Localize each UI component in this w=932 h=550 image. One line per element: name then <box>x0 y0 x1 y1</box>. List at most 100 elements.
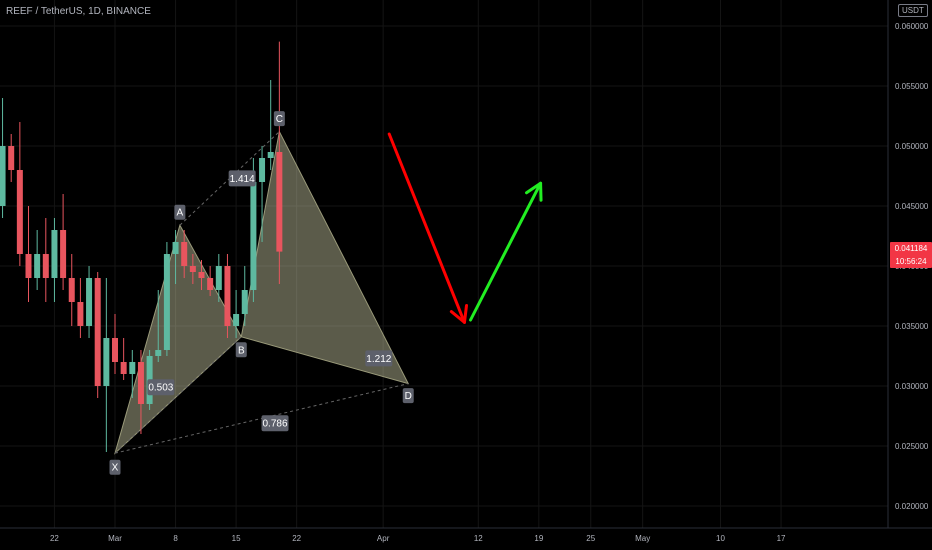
label-box <box>109 459 121 475</box>
candle-body <box>60 230 67 278</box>
arrow-head <box>449 304 468 324</box>
time-tick-label: Mar <box>108 534 122 543</box>
candle <box>276 41 283 284</box>
time-tick-label: 22 <box>50 534 59 543</box>
time-tick-label: 8 <box>173 534 178 543</box>
candle <box>215 254 222 302</box>
candle-body <box>16 170 23 254</box>
bcd-triangle <box>240 130 410 385</box>
candle-body <box>181 242 188 266</box>
candle-body <box>0 146 6 206</box>
candle-body <box>163 254 170 350</box>
time-tick-label: 17 <box>777 534 786 543</box>
label-text: 0.786 <box>263 419 288 430</box>
arrow-up <box>469 181 543 322</box>
arrow-shaft <box>387 132 466 324</box>
candle <box>259 146 266 242</box>
arrow-shaft <box>469 181 543 322</box>
candle-body <box>233 314 240 326</box>
pattern-point-c: C <box>273 111 285 127</box>
price-tick-label: 0.050000 <box>895 142 929 151</box>
pattern-labels[interactable]: X A B C D 1.414 0.503 1.212 0.786 <box>109 111 414 475</box>
time-tick-label: 10 <box>716 534 725 543</box>
candle-body <box>42 254 49 278</box>
price-tick-label: 0.060000 <box>895 22 929 31</box>
label-text: B <box>238 345 245 356</box>
candle <box>267 80 274 170</box>
currency-unit-badge[interactable]: USDT <box>898 4 928 17</box>
candle <box>25 206 32 302</box>
candle <box>51 218 58 302</box>
label-box <box>228 170 256 187</box>
label-box <box>147 379 175 396</box>
price-tick-label: 0.025000 <box>895 442 929 451</box>
price-tick-label: 0.035000 <box>895 322 929 331</box>
candle <box>94 272 101 398</box>
candle <box>198 260 205 290</box>
candle <box>207 266 214 296</box>
candle-body <box>77 302 84 326</box>
ratio-label: 1.212 <box>365 350 393 367</box>
ratio-label: 0.786 <box>261 415 289 432</box>
last-price-badge: 0.041184 10:56:24 <box>890 242 932 268</box>
label-text: X <box>112 463 119 474</box>
pattern-point-x: X <box>109 459 121 475</box>
time-tick-label: 15 <box>232 534 241 543</box>
candle-body <box>172 242 179 254</box>
label-box <box>273 111 285 127</box>
time-tick-label: May <box>635 534 650 543</box>
time-tick-label: 22 <box>292 534 301 543</box>
last-price-value: 0.041184 <box>894 244 928 253</box>
candle <box>16 122 23 266</box>
label-text: C <box>276 114 283 125</box>
candle-body <box>155 350 162 356</box>
candle <box>129 350 136 398</box>
label-text: 1.212 <box>366 354 391 365</box>
candle-body <box>207 278 214 290</box>
candle-body <box>112 338 118 362</box>
candle-body <box>137 362 144 404</box>
candle <box>155 290 162 362</box>
bar-countdown: 10:56:24 <box>895 257 927 266</box>
candle <box>112 314 118 374</box>
ratio-label: 0.503 <box>147 379 175 396</box>
candle-body <box>189 266 196 272</box>
candle <box>68 254 75 326</box>
candle <box>77 278 84 338</box>
label-box <box>365 350 393 367</box>
candle <box>224 254 231 338</box>
candle-body <box>129 362 136 374</box>
trend-arrows[interactable] <box>387 132 543 324</box>
label-box <box>402 388 414 404</box>
candle <box>189 254 196 284</box>
candle <box>137 350 144 434</box>
pattern-guide-line <box>114 336 242 454</box>
candle-body <box>51 230 58 278</box>
time-axis[interactable]: 1522Mar81522Apr121925May1017 <box>0 527 932 543</box>
label-box <box>261 415 289 432</box>
candle-body <box>25 254 32 278</box>
candle-body <box>224 266 231 326</box>
symbol-title[interactable]: REEF / TetherUS, 1D, BINANCE <box>6 6 151 17</box>
ratio-label: 1.414 <box>228 170 256 187</box>
candle <box>8 134 15 182</box>
time-tick-label: 19 <box>534 534 543 543</box>
candle-body <box>241 290 248 314</box>
pattern-point-a: A <box>174 204 186 220</box>
pattern-point-b: B <box>235 342 247 358</box>
xab-triangle <box>114 223 242 455</box>
time-tick-label: 12 <box>474 534 483 543</box>
candle <box>120 338 127 380</box>
candle-body <box>8 146 15 170</box>
candle-body <box>94 278 101 386</box>
label-box <box>174 204 186 220</box>
candle-body <box>34 254 41 278</box>
candle-body <box>86 278 93 326</box>
candle-body <box>103 338 110 386</box>
candle-body <box>250 182 257 290</box>
time-tick-label: 25 <box>586 534 595 543</box>
label-text: A <box>177 208 184 219</box>
pattern-point-d: D <box>402 388 414 404</box>
candle <box>103 278 110 452</box>
